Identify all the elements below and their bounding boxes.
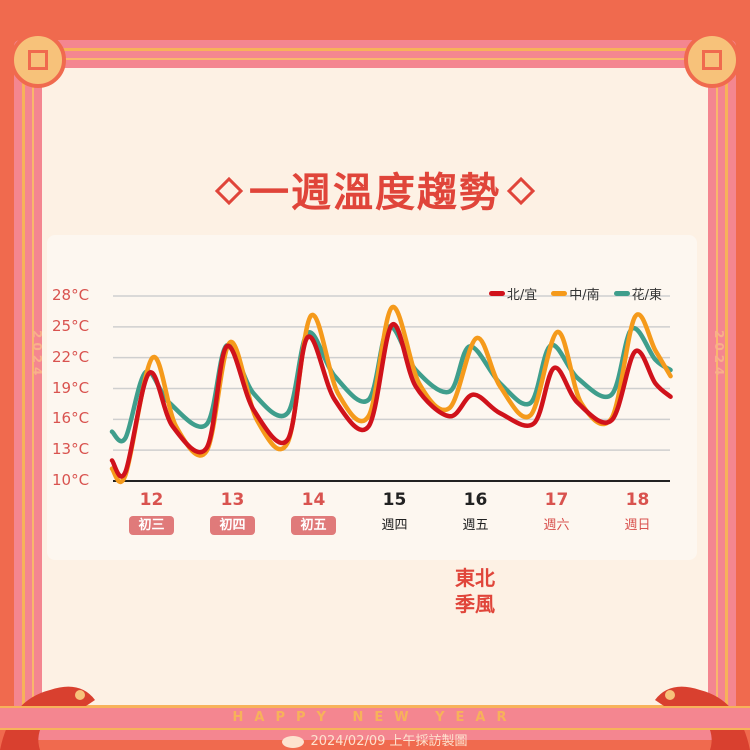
page-title: 一週溫度趨勢 — [0, 160, 750, 218]
x-tick-day: 14 — [301, 490, 326, 510]
sublabel-text: 初五 — [291, 516, 336, 535]
legend-label: 北/宜 — [506, 288, 538, 303]
x-tick-day: 13 — [220, 490, 245, 510]
series-line-3 — [109, 324, 673, 444]
x-tick-day: 17 — [544, 490, 569, 510]
x-tick-sublabel: 初五 — [284, 514, 344, 535]
annotation-line: 東北 — [455, 566, 495, 590]
x-tick-sublabel: 週日 — [608, 514, 668, 533]
title-text: 一週溫度趨勢 — [249, 170, 501, 216]
x-tick-sublabel: 週五 — [446, 514, 506, 533]
y-tick-label: 13°C — [52, 440, 90, 459]
legend-swatch — [488, 291, 505, 296]
y-tick-label: 22°C — [52, 347, 90, 366]
y-tick-label: 19°C — [52, 378, 90, 397]
series-line-1 — [109, 322, 673, 479]
y-tick-label: 10°C — [52, 471, 90, 489]
corner-ornament-icon — [684, 32, 740, 88]
y-tick-label: 25°C — [52, 316, 90, 335]
x-tick-sublabel: 初四 — [203, 514, 263, 535]
footer: 2024/02/09 上午採訪製圖 — [0, 730, 750, 749]
sublabel-text: 週五 — [462, 518, 489, 533]
legend-swatch — [551, 291, 568, 296]
annotation-line: 季風 — [455, 592, 495, 616]
legend-item: 花/東 — [613, 284, 662, 303]
year-side-left: 2024 — [30, 330, 44, 380]
x-tick-sublabel: 初三 — [122, 514, 182, 535]
x-tick-sublabel: 週四 — [365, 514, 425, 533]
sublabel-text: 週日 — [624, 518, 651, 533]
sublabel-text: 初三 — [129, 516, 174, 535]
y-tick-label: 28°C — [52, 286, 90, 304]
year-side-right: 2024 — [712, 330, 726, 380]
dragon-left-icon — [0, 686, 95, 750]
y-tick-label: 16°C — [52, 409, 90, 428]
happy-new-year-banner: HAPPY NEW YEAR — [0, 706, 750, 730]
series-line-2 — [109, 305, 673, 485]
footer-text: 2024/02/09 上午採訪製圖 — [310, 734, 468, 749]
dragon-right-icon — [655, 686, 750, 750]
x-tick-day: 15 — [382, 490, 407, 510]
legend: 北/宜 中/南 花/東 — [488, 284, 662, 303]
sublabel-text: 週六 — [543, 518, 570, 533]
sublabel-text: 初四 — [210, 516, 255, 535]
sublabel-text: 週四 — [381, 518, 408, 533]
logo-icon — [282, 735, 305, 748]
corner-ornament-icon — [10, 32, 66, 88]
annotation-monsoon: 東北 季風 — [455, 565, 495, 617]
legend-label: 中/南 — [569, 288, 600, 303]
legend-item: 北/宜 — [488, 284, 538, 303]
legend-item: 中/南 — [551, 284, 600, 303]
x-tick-sublabel: 週六 — [527, 514, 587, 533]
x-tick-day: 12 — [139, 490, 164, 510]
x-tick-day: 16 — [463, 490, 488, 510]
legend-label: 花/東 — [631, 288, 662, 303]
x-tick-day: 18 — [625, 490, 650, 510]
legend-swatch — [613, 291, 630, 296]
